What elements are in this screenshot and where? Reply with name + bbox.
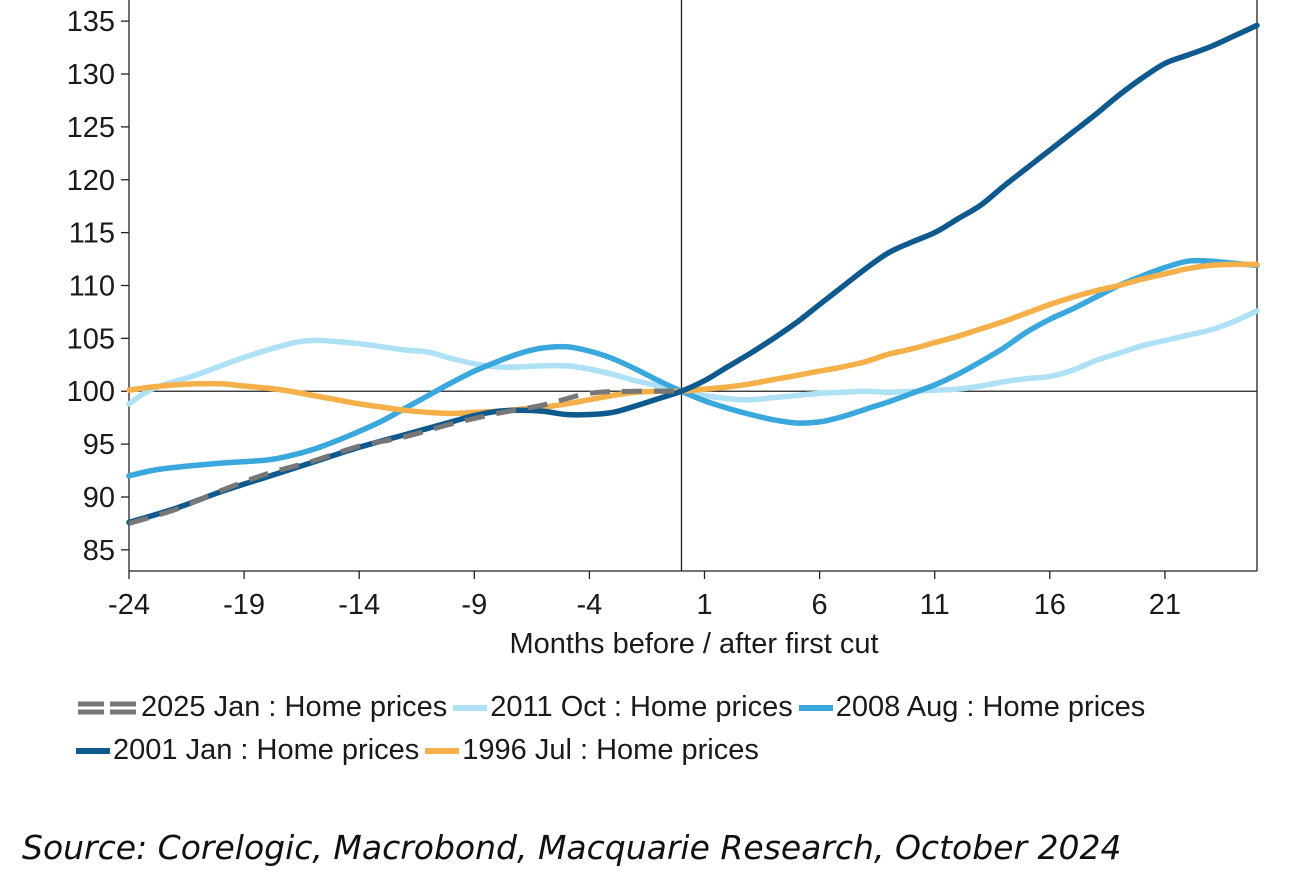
x-tick-label: 1: [696, 589, 712, 621]
legend-swatch-2001-jan: [76, 747, 110, 754]
legend-item-2025-jan: 2025 Jan : Home prices: [76, 686, 447, 729]
x-tick-label: -19: [223, 589, 265, 621]
chart-series: [126, 22, 1260, 526]
legend-label-2025-jan: 2025 Jan : Home prices: [141, 691, 448, 723]
y-tick-label: 110: [69, 271, 115, 303]
y-tick-label: 125: [67, 112, 115, 144]
y-tick-label: 135: [67, 6, 115, 38]
legend-label-1996-jul: 1996 Jul : Home prices: [462, 734, 759, 766]
x-axis-label: Months before / after first cut: [509, 628, 878, 660]
legend-swatch-2011-oct: [453, 704, 488, 711]
y-tick-label: 120: [67, 165, 115, 197]
y-tick-label: 130: [67, 59, 115, 91]
x-tick-label: 16: [1034, 589, 1066, 621]
legend-swatch-2025-jan: [78, 701, 136, 714]
chart-axes: 85 90 95 100 105 110 115 120 125 130 135 -24 -19 -14 -…: [67, 0, 1258, 621]
series-line-2008-aug: [126, 257, 1260, 479]
line-chart: 85 90 95 100 105 110 115 120 125 130 135 -24 -19 -14 -…: [67, 0, 1260, 660]
legend-item-2008-aug: 2008 Aug : Home prices: [798, 686, 1146, 729]
source-note: Source: Corelogic, Macrobond, Macquarie …: [22, 828, 1122, 867]
legend-row-2: 2001 Jan : Home prices 1996 Jul : Home p…: [76, 729, 1286, 772]
y-tick-label: 115: [69, 218, 115, 250]
legend-label-2011-oct: 2011 Oct : Home prices: [490, 691, 793, 723]
legend-label-2008-aug: 2008 Aug : Home prices: [835, 691, 1146, 723]
x-tick-label: -4: [577, 589, 603, 621]
legend-label-2001-jan: 2001 Jan : Home prices: [113, 734, 420, 766]
legend-row-1: 2025 Jan : Home prices 2011 Oct : Home p…: [76, 686, 1286, 729]
y-tick-label: 90: [83, 482, 115, 514]
legend-swatch-2008-aug: [798, 704, 833, 711]
y-tick-label: 105: [67, 323, 115, 355]
series-line-2001-jan: [126, 22, 1260, 526]
x-tick-label: -14: [338, 589, 380, 621]
legend-swatch-1996-jul: [425, 747, 460, 754]
y-tick-label: 85: [83, 535, 115, 567]
x-tick-label: -9: [461, 589, 487, 621]
y-tick-label: 95: [83, 429, 115, 461]
x-tick-label: -24: [108, 589, 150, 621]
legend-item-2011-oct: 2011 Oct : Home prices: [453, 686, 793, 729]
legend-item-1996-jul: 1996 Jul : Home prices: [425, 729, 759, 772]
y-tick-label: 100: [67, 376, 115, 408]
legend-item-2001-jan: 2001 Jan : Home prices: [76, 729, 419, 772]
series-line-2025-jan: [128, 388, 682, 526]
x-tick-label: 6: [812, 589, 828, 621]
chart-legend: 2025 Jan : Home prices 2011 Oct : Home p…: [76, 686, 1286, 772]
x-tick-label: 11: [920, 589, 950, 621]
series-line-2011-oct: [126, 308, 1260, 407]
series-line-1996-jul: [126, 261, 1260, 417]
x-tick-label: 21: [1149, 589, 1181, 621]
